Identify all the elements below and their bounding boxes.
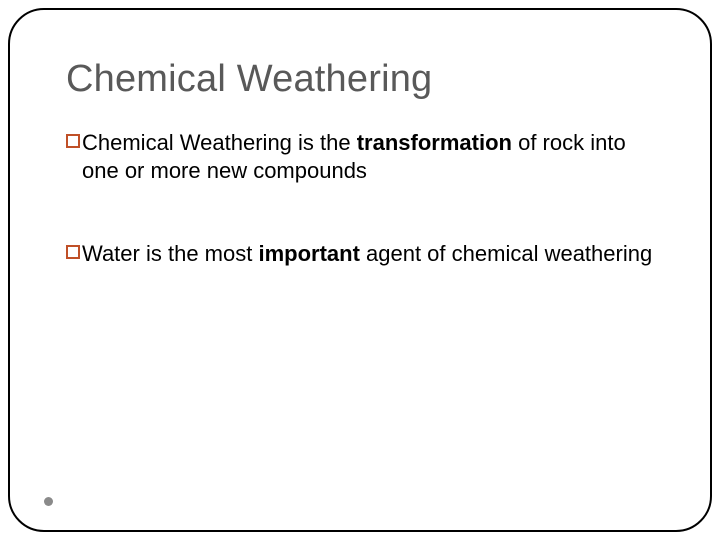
text-run: agent of chemical weathering — [360, 241, 652, 266]
text-run: Water is the most — [82, 241, 258, 266]
square-bullet-icon — [66, 245, 80, 259]
page-indicator-dot-icon — [44, 497, 53, 506]
slide-title: Chemical Weathering — [66, 58, 654, 101]
square-bullet-icon — [66, 134, 80, 148]
text-run-bold: transformation — [357, 130, 512, 155]
bullet-item: Chemical Weathering is the transformatio… — [66, 129, 654, 184]
bullet-text: Water is the most important agent of che… — [82, 240, 654, 268]
bullet-item: Water is the most important agent of che… — [66, 240, 654, 268]
bullet-text: Chemical Weathering is the transformatio… — [82, 129, 654, 184]
slide-frame: Chemical Weathering Chemical Weathering … — [8, 8, 712, 532]
text-run: Chemical Weathering is the — [82, 130, 357, 155]
text-run-bold: important — [258, 241, 359, 266]
